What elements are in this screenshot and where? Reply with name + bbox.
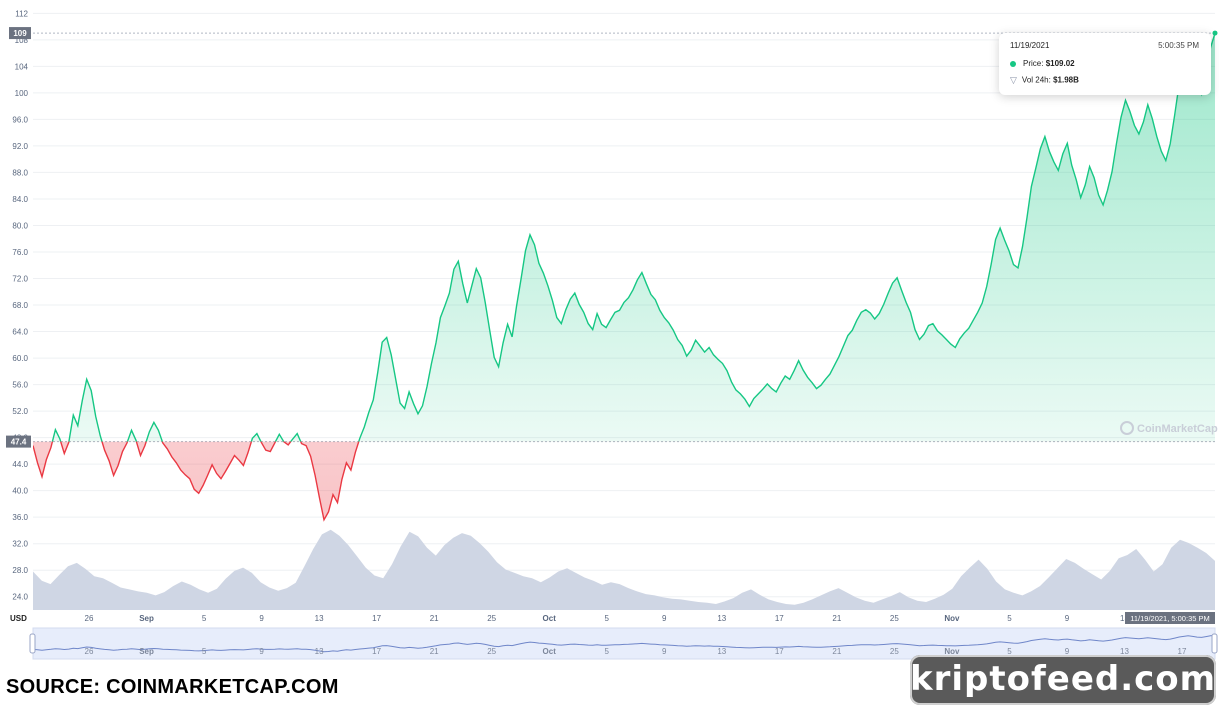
current-price-tag: [9, 27, 31, 40]
navigator-tick-label: 21: [430, 647, 439, 656]
crosshair-date-tag-text: 11/19/2021, 5:00:35 PM: [1130, 614, 1210, 623]
navigator-tick-label: 17: [372, 647, 381, 656]
x-tick-label: 17: [775, 614, 784, 623]
navigator-tick-label: 13: [1120, 647, 1129, 656]
navigator-tick-label: 21: [832, 647, 841, 656]
tooltip-volume-row: ▽ Vol 24h: $1.98B: [1010, 75, 1079, 86]
y-tick-label: 92.0: [12, 142, 28, 151]
y-tick-label: 44.0: [12, 460, 28, 469]
price-area-down: [33, 441, 359, 520]
x-tick-label: Sep: [139, 614, 154, 623]
y-tick-label: 64.0: [12, 328, 28, 337]
y-tick-label: 32.0: [12, 540, 28, 549]
site-watermark-text: kriptofeed.com: [910, 659, 1217, 699]
y-tick-label: 80.0: [12, 221, 28, 230]
x-tick-label: 5: [1007, 614, 1012, 623]
x-tick-label: 26: [85, 614, 94, 623]
tooltip-time: 5:00:35 PM: [1158, 41, 1199, 50]
navigator-tick-label: 17: [1178, 647, 1187, 656]
x-tick-label: 17: [372, 614, 381, 623]
x-tick-label: 25: [487, 614, 496, 623]
navigator-tick-label: 5: [202, 647, 207, 656]
navigator-tick-label: Oct: [543, 647, 557, 656]
navigator-tick-label: 17: [775, 647, 784, 656]
y-unit-label: USD: [10, 614, 27, 623]
y-tick-label: 100: [15, 89, 29, 98]
site-watermark-badge: kriptofeed.com: [910, 655, 1216, 705]
chart-watermark: CoinMarketCap: [1137, 423, 1218, 435]
x-tick-label: 5: [605, 614, 610, 623]
tooltip-date: 11/19/2021: [1010, 41, 1050, 50]
volume-diamond-icon: ▽: [1010, 75, 1017, 85]
y-tick-label: 88.0: [12, 168, 28, 177]
navigator-tick-label: 13: [315, 647, 324, 656]
x-tick-label: 21: [430, 614, 439, 623]
navigator-tick-label: 13: [717, 647, 726, 656]
navigator-tick-label: 5: [1007, 647, 1012, 656]
y-tick-label: 68.0: [12, 301, 28, 310]
x-tick-label: 21: [832, 614, 841, 623]
y-tick-label: 60.0: [12, 354, 28, 363]
price-area-up: [33, 33, 1215, 442]
tooltip-price-row: Price: $109.02: [1010, 59, 1075, 68]
navigator-tick-label: 25: [890, 647, 899, 656]
navigator-tick-label: 9: [662, 647, 667, 656]
y-tick-label: 24.0: [12, 593, 28, 602]
current-price-marker: [1212, 30, 1218, 36]
tooltip-vol-value: $1.98B: [1053, 75, 1079, 85]
navigator-handle-left: [29, 633, 36, 654]
x-tick-label: 13: [717, 614, 726, 623]
navigator-handle-right: [1211, 633, 1218, 654]
reference-price-tag-text: 47.4: [11, 438, 27, 447]
x-tick-label: 9: [662, 614, 667, 623]
navigator-tick-label: 5: [605, 647, 610, 656]
x-tick-label: 5: [202, 614, 207, 623]
x-tick-label: 13: [1120, 614, 1129, 623]
volume-area: [33, 529, 1215, 610]
price-line-down: [33, 441, 360, 522]
x-tick-label: Oct: [543, 614, 557, 623]
y-tick-label: 56.0: [12, 381, 28, 390]
navigator-tick-label: Sep: [139, 647, 154, 656]
current-price-tag-text: 109: [13, 29, 27, 38]
x-tick-label: 9: [1065, 614, 1070, 623]
y-tick-label: 96.0: [12, 115, 28, 124]
y-tick-label: 36.0: [12, 513, 28, 522]
y-tick-label: 40.0: [12, 487, 28, 496]
y-tick-label: 84.0: [12, 195, 28, 204]
price-dot-icon: [1010, 60, 1016, 67]
navigator-line: [32, 634, 1216, 653]
y-tick-label: 52.0: [12, 407, 28, 416]
navigator-tick-label: 9: [259, 647, 264, 656]
price-tooltip: 11/19/2021 5:00:35 PM Price: $109.02 ▽ Vo…: [999, 33, 1211, 95]
y-tick-label: 108: [15, 36, 29, 45]
price-line-up: [51, 32, 1215, 442]
source-caption: SOURCE: COINMARKETCAP.COM: [6, 676, 339, 698]
reference-price-tag: [6, 435, 31, 448]
x-tick-label: 9: [259, 614, 264, 623]
y-tick-label: 76.0: [12, 248, 28, 257]
navigator-tick-label: Nov: [944, 647, 960, 656]
y-tick-label: 112: [15, 9, 28, 18]
x-tick-label: Nov: [944, 614, 960, 623]
x-tick-label: 25: [890, 614, 899, 623]
navigator-tick-label: 9: [1065, 647, 1070, 656]
y-tick-label: 104: [15, 62, 29, 71]
navigator-tick-label: 26: [85, 647, 94, 656]
crosshair-date-tag: [1125, 612, 1215, 624]
x-tick-label: 13: [315, 614, 324, 623]
y-tick-label: 72.0: [12, 275, 28, 284]
tooltip-price-label: Price:: [1023, 59, 1044, 68]
tooltip-vol-label: Vol 24h:: [1021, 75, 1051, 85]
y-tick-label: 28.0: [12, 566, 28, 575]
navigator-tick-label: 25: [487, 647, 496, 656]
tooltip-price-value: $109.02: [1045, 59, 1075, 68]
coinmarketcap-logo-icon: [1120, 421, 1134, 435]
